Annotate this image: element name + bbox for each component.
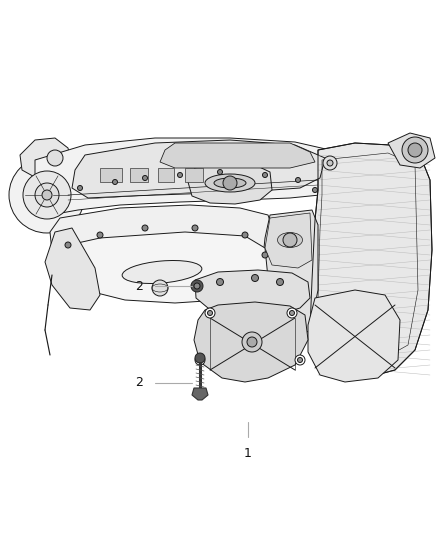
Circle shape xyxy=(290,311,294,316)
Circle shape xyxy=(205,308,215,318)
Circle shape xyxy=(276,279,283,286)
Polygon shape xyxy=(130,168,148,182)
Text: 1: 1 xyxy=(244,447,252,460)
Circle shape xyxy=(262,252,268,258)
Polygon shape xyxy=(158,168,174,182)
Circle shape xyxy=(296,177,300,182)
Circle shape xyxy=(295,355,305,365)
Text: 2: 2 xyxy=(135,376,143,390)
Circle shape xyxy=(9,157,85,233)
Polygon shape xyxy=(195,270,310,316)
Circle shape xyxy=(97,232,103,238)
Circle shape xyxy=(408,143,422,157)
Polygon shape xyxy=(258,210,318,345)
Circle shape xyxy=(251,274,258,281)
Polygon shape xyxy=(50,205,275,298)
Polygon shape xyxy=(308,290,400,382)
Circle shape xyxy=(195,355,205,365)
Ellipse shape xyxy=(214,178,246,188)
Circle shape xyxy=(142,225,148,231)
Circle shape xyxy=(35,183,59,207)
Circle shape xyxy=(402,137,428,163)
Circle shape xyxy=(208,311,212,316)
Circle shape xyxy=(42,190,52,200)
Polygon shape xyxy=(100,168,122,182)
Polygon shape xyxy=(160,143,315,168)
Circle shape xyxy=(78,185,82,190)
Polygon shape xyxy=(35,138,345,215)
Polygon shape xyxy=(388,133,435,168)
Circle shape xyxy=(23,171,71,219)
Circle shape xyxy=(247,337,257,347)
Circle shape xyxy=(194,283,200,289)
Circle shape xyxy=(242,232,248,238)
Circle shape xyxy=(142,175,148,181)
Circle shape xyxy=(323,156,337,170)
Circle shape xyxy=(191,280,203,292)
Circle shape xyxy=(216,279,223,286)
Polygon shape xyxy=(72,140,325,198)
Circle shape xyxy=(297,358,303,362)
Circle shape xyxy=(65,242,71,248)
Circle shape xyxy=(218,169,223,174)
Ellipse shape xyxy=(278,232,303,247)
Circle shape xyxy=(198,358,202,362)
Circle shape xyxy=(177,173,183,177)
Text: 2: 2 xyxy=(135,279,143,293)
Polygon shape xyxy=(20,138,72,180)
Polygon shape xyxy=(194,302,308,382)
Ellipse shape xyxy=(122,261,202,284)
Polygon shape xyxy=(310,143,432,378)
Polygon shape xyxy=(192,388,208,400)
Circle shape xyxy=(287,308,297,318)
Circle shape xyxy=(223,176,237,190)
Polygon shape xyxy=(185,168,203,182)
Circle shape xyxy=(113,180,117,184)
Circle shape xyxy=(327,160,333,166)
Circle shape xyxy=(242,332,262,352)
Circle shape xyxy=(192,225,198,231)
Ellipse shape xyxy=(205,174,255,192)
Circle shape xyxy=(152,280,168,296)
Polygon shape xyxy=(265,213,312,268)
Circle shape xyxy=(195,353,205,363)
Circle shape xyxy=(312,188,318,192)
Polygon shape xyxy=(50,232,268,303)
Circle shape xyxy=(47,150,63,166)
Polygon shape xyxy=(45,228,100,310)
Polygon shape xyxy=(188,163,272,204)
Circle shape xyxy=(283,233,297,247)
Circle shape xyxy=(262,173,268,177)
